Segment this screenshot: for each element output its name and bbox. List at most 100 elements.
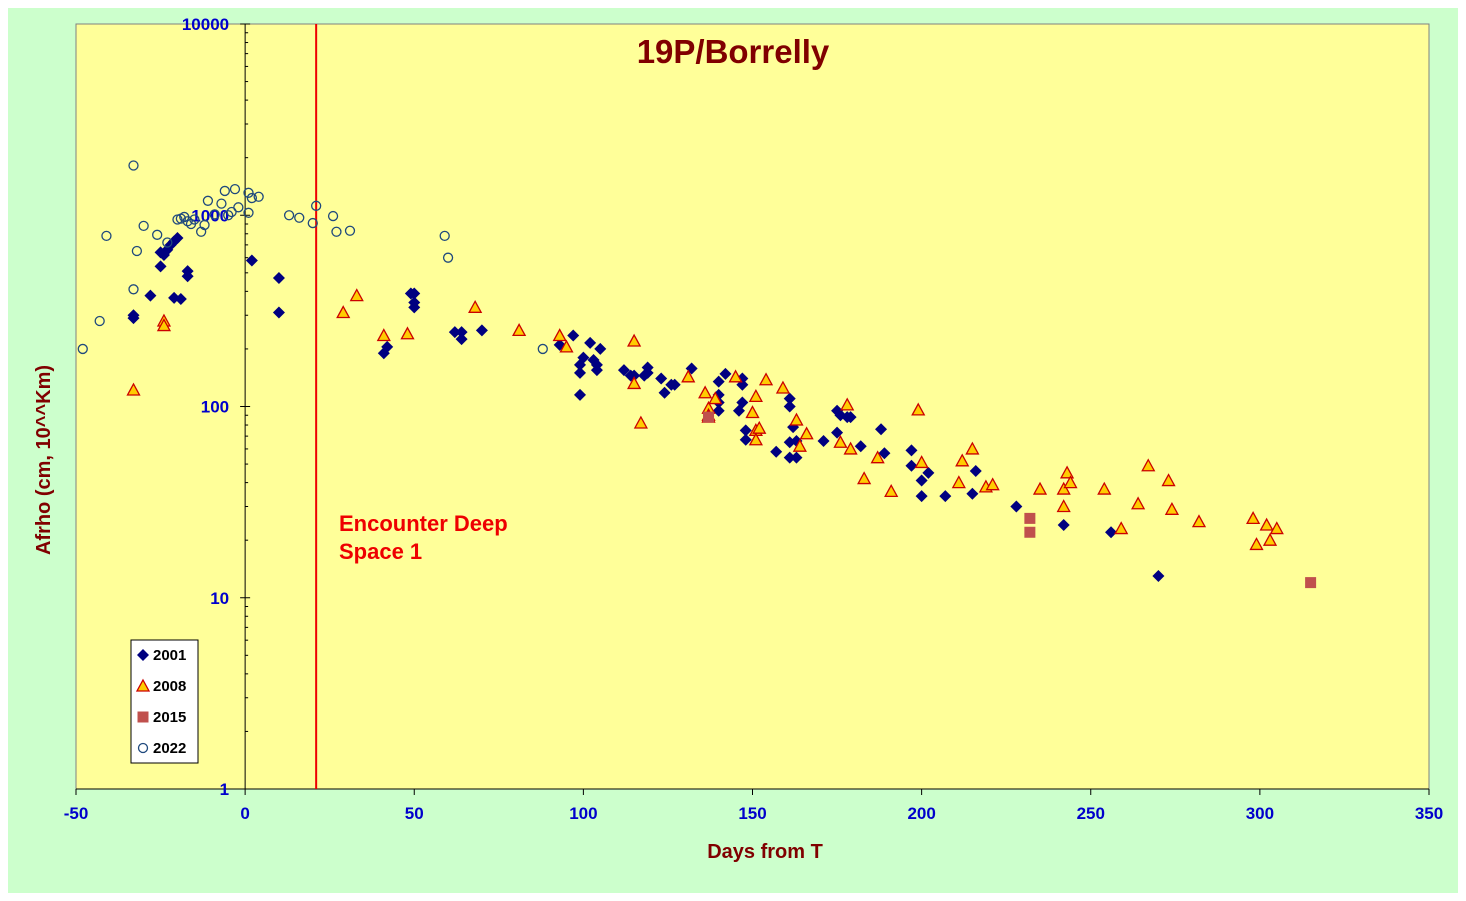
point-2001 <box>577 351 590 364</box>
point-2008 <box>633 415 648 429</box>
point-2022 <box>138 220 149 232</box>
point-2001 <box>915 490 928 503</box>
point-2008 <box>752 420 767 434</box>
point-2001 <box>966 487 979 500</box>
point-2022 <box>219 185 230 197</box>
point-2001 <box>171 232 184 245</box>
point-2022 <box>243 187 254 198</box>
point-2001 <box>783 451 796 464</box>
point-2001 <box>739 433 752 446</box>
point-2001 <box>875 423 888 436</box>
point-2008 <box>1056 499 1071 513</box>
point-2001 <box>455 326 468 339</box>
point-2001 <box>1057 519 1070 532</box>
point-2022 <box>226 206 237 218</box>
point-2022 <box>202 195 214 206</box>
point-2008 <box>1063 475 1078 489</box>
point-2001 <box>739 424 752 437</box>
point-2001 <box>817 435 830 448</box>
encounter-label-line2: Space 1 <box>339 539 422 564</box>
point-2008 <box>400 326 415 340</box>
point-2022 <box>229 183 241 195</box>
point-2008 <box>349 288 364 302</box>
point-2008 <box>1056 481 1071 495</box>
point-2008 <box>1032 481 1048 495</box>
point-2008 <box>1114 521 1129 535</box>
point-2001 <box>939 490 952 503</box>
point-2008 <box>965 441 980 455</box>
point-2001 <box>1152 569 1165 582</box>
point-2022 <box>128 160 139 171</box>
point-2008 <box>1191 514 1207 528</box>
point-2001 <box>905 444 918 457</box>
point-2001 <box>668 378 681 391</box>
point-2001 <box>475 324 488 337</box>
point-2001 <box>144 289 157 302</box>
point-2008 <box>627 333 642 347</box>
point-2001 <box>905 459 918 472</box>
point-2008 <box>911 402 926 416</box>
point-2008 <box>708 391 723 405</box>
point-2001 <box>154 260 167 273</box>
point-2022 <box>327 210 339 222</box>
point-2022 <box>344 225 356 236</box>
point-2001 <box>448 326 461 339</box>
point-2022 <box>199 219 210 231</box>
point-2001 <box>408 301 421 314</box>
point-2008 <box>792 438 807 452</box>
point-2022 <box>131 245 143 257</box>
point-2001 <box>658 386 671 399</box>
point-2008 <box>748 388 763 402</box>
point-2008 <box>1059 465 1075 479</box>
point-2008 <box>1249 537 1264 551</box>
data-points <box>77 160 1317 589</box>
x-axis-label: Days from T <box>707 841 823 863</box>
point-2022 <box>283 210 295 221</box>
x-tick-label: -50 <box>64 804 89 823</box>
point-2022 <box>94 315 105 327</box>
y-tick-label: 10 <box>210 589 229 608</box>
x-tick-label: 350 <box>1415 804 1443 823</box>
point-2015 <box>1305 577 1317 589</box>
series-2015 <box>703 411 1317 589</box>
point-2001 <box>770 445 783 458</box>
point-2001 <box>790 451 803 464</box>
point-2008 <box>698 385 713 399</box>
point-2022 <box>294 212 305 223</box>
point-2008 <box>748 432 763 446</box>
point-2022 <box>182 216 193 227</box>
series-2022 <box>77 160 548 355</box>
point-2001 <box>628 369 641 382</box>
point-2001 <box>567 329 580 342</box>
point-2008 <box>840 397 855 411</box>
point-2001 <box>1105 526 1118 539</box>
point-2008 <box>1141 458 1156 472</box>
point-2008 <box>512 323 527 337</box>
point-2008 <box>775 380 791 394</box>
point-2001 <box>573 366 586 379</box>
point-2001 <box>641 366 654 379</box>
chart-title: 19P/Borrelly <box>637 33 830 70</box>
point-2008 <box>1131 496 1146 510</box>
point-2022 <box>209 209 220 220</box>
x-tick-label: 200 <box>907 804 935 823</box>
point-2008 <box>1269 521 1284 535</box>
point-2022 <box>189 214 200 225</box>
point-2001 <box>878 447 891 460</box>
point-2008 <box>1164 501 1180 515</box>
point-2022 <box>307 217 318 229</box>
point-2001 <box>181 270 194 283</box>
x-tick-label: 150 <box>738 804 766 823</box>
point-2015 <box>1024 512 1036 524</box>
point-2008 <box>156 318 172 332</box>
series-2008 <box>126 288 1284 551</box>
legend-marker-2015 <box>137 711 149 723</box>
point-2008 <box>951 475 966 489</box>
point-2008 <box>1246 511 1261 525</box>
point-2001 <box>915 474 928 487</box>
point-2001 <box>736 396 749 409</box>
point-2015 <box>703 411 715 423</box>
x-tick-label: 300 <box>1246 804 1274 823</box>
point-2001 <box>584 336 597 349</box>
